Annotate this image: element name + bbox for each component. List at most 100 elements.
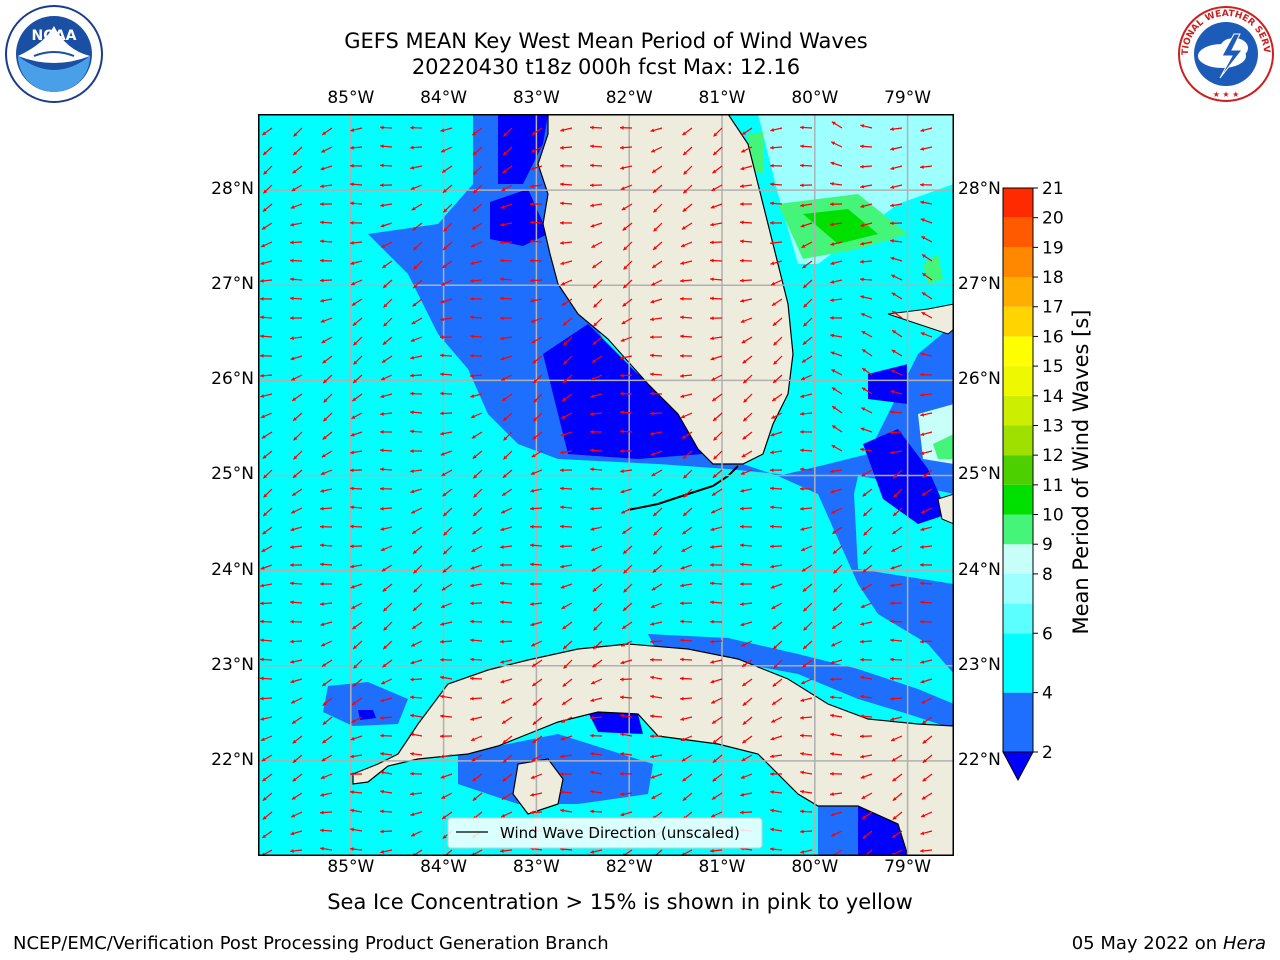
colorbar-tick-label: 10 (1042, 506, 1064, 526)
wind-wave-arrow-head (830, 351, 835, 356)
wind-wave-arrow-head (830, 771, 834, 776)
wind-wave-arrow-head (772, 625, 777, 630)
wind-wave-arrow-head (710, 205, 715, 209)
wind-wave-arrow-head (920, 848, 924, 853)
wind-wave-arrow-head (622, 550, 627, 554)
wind-wave-arrow-head (710, 240, 714, 245)
wind-wave-arrow-head (771, 719, 776, 723)
wind-wave-arrow-head (440, 391, 444, 396)
wind-wave-arrow-head (890, 696, 894, 701)
wind-wave-arrow-head (320, 184, 324, 189)
wind-wave-arrow-head (320, 220, 324, 225)
wind-wave-arrow-head (620, 410, 624, 415)
wind-wave-arrow-head (590, 144, 594, 149)
wind-wave-arrow-head (470, 261, 475, 265)
lon-tick-label-bottom: 79°W (884, 857, 932, 877)
wind-wave-arrow-head (530, 258, 534, 263)
wind-wave-arrow-head (740, 792, 745, 797)
wind-wave-arrow-head (860, 621, 865, 626)
wind-wave-arrow-head (620, 732, 624, 737)
wind-wave-arrow-head (262, 796, 267, 801)
lat-tick-label-right: 27°N (958, 274, 1001, 295)
wind-wave-arrow-head (320, 166, 325, 171)
wind-wave-arrow-head (290, 619, 294, 624)
wind-wave-arrow-head (832, 550, 837, 554)
wind-wave-arrow-head (381, 244, 386, 248)
wind-wave-arrow-head (772, 682, 777, 687)
wind-wave-arrow-head (920, 218, 925, 222)
wind-wave-arrow-head (860, 657, 864, 662)
wind-wave-arrow-head (800, 698, 805, 702)
wind-wave-arrow-head (860, 144, 864, 149)
wind-wave-arrow-head (563, 360, 568, 365)
lat-tick-label-right: 26°N (958, 369, 1001, 390)
map-plot: Wind Wave Direction (unscaled) (258, 114, 954, 856)
wind-wave-arrow-head (560, 261, 565, 266)
wind-wave-arrow-head (800, 144, 804, 149)
wind-wave-arrow-head (383, 303, 388, 308)
lat-tick-label-right: 22°N (958, 749, 1001, 770)
wind-wave-arrow-head (530, 506, 534, 511)
wind-wave-arrow-head (740, 220, 744, 225)
wind-wave-arrow-head (740, 562, 744, 567)
wind-wave-arrow-head (682, 796, 687, 801)
wind-wave-arrow-head (890, 389, 895, 394)
wind-wave-arrow-head (830, 298, 834, 302)
lon-tick-label-top: 85°W (327, 88, 375, 108)
wind-wave-arrow-head (590, 770, 594, 775)
wind-wave-arrow-head (350, 432, 355, 437)
wind-wave-arrow-head (711, 795, 716, 800)
wind-wave-arrow-head (560, 584, 565, 589)
wind-wave-arrow-head (740, 543, 744, 548)
wind-wave-arrow-head (682, 454, 687, 459)
land-isle-of-youth (512, 758, 564, 815)
wind-wave-arrow-head (291, 699, 296, 704)
noaa-logo: NOAA (4, 4, 104, 104)
wind-wave-arrow-head (293, 455, 298, 460)
wind-wave-arrow-head (770, 128, 775, 132)
wind-wave-arrow-head (290, 336, 294, 341)
colorbar-tick-label: 15 (1042, 357, 1064, 377)
wind-wave-arrow-head (380, 144, 384, 149)
wind-wave-arrow-head (830, 752, 834, 756)
wind-wave-arrow-head (800, 125, 804, 130)
wind-wave-arrow-head (921, 700, 926, 704)
wind-wave-arrow-head (770, 736, 775, 741)
wind-wave-arrow-head (770, 790, 774, 794)
wind-wave-arrow-head (831, 832, 836, 837)
wind-wave-arrow-head (290, 639, 294, 644)
wind-wave-arrow-head (260, 334, 264, 339)
wind-wave-arrow-head (772, 701, 777, 705)
wind-wave-arrow-head (890, 601, 894, 606)
wind-wave-arrow-head (410, 677, 414, 682)
wind-wave-arrow-head (262, 131, 267, 136)
wind-wave-arrow-head (320, 506, 324, 511)
wind-wave-arrow-head (320, 775, 325, 779)
lat-tick-label-left: 24°N (211, 559, 254, 580)
wind-wave-arrow (863, 849, 873, 856)
colorbar-segment (1003, 573, 1033, 604)
wind-wave-arrow-head (650, 353, 654, 358)
wind-wave-arrow-head (350, 808, 354, 813)
wind-wave-arrow-head (770, 772, 774, 776)
svg-text:★ ★ ★: ★ ★ ★ (1213, 90, 1240, 99)
wind-wave-arrow-head (860, 277, 864, 282)
wind-wave-arrow-head (653, 512, 658, 517)
wind-wave-arrow-head (410, 145, 414, 150)
wind-wave-arrow-head (290, 316, 294, 321)
lat-tick-label-right: 24°N (958, 559, 1001, 580)
wind-wave-arrow-head (832, 425, 837, 429)
wind-wave-arrow-head (503, 455, 508, 460)
wind-wave-arrow-head (471, 757, 476, 762)
wind-wave-arrow-head (830, 261, 835, 266)
wind-wave-arrow-head (560, 772, 564, 776)
wind-wave-arrow-head (383, 607, 388, 612)
wind-wave-arrow-head (921, 254, 926, 258)
wind-wave-arrow-head (440, 299, 445, 304)
wind-wave-arrow-head (800, 770, 804, 775)
wind-wave-arrow-head (590, 849, 595, 854)
wind-wave-arrow-head (710, 545, 714, 549)
wind-wave-arrow-head (770, 564, 774, 569)
nws-logo: NATIONAL WEATHER SERVICE ★ ★ ★ (1172, 0, 1276, 104)
wind-wave-arrow-head (922, 273, 927, 277)
